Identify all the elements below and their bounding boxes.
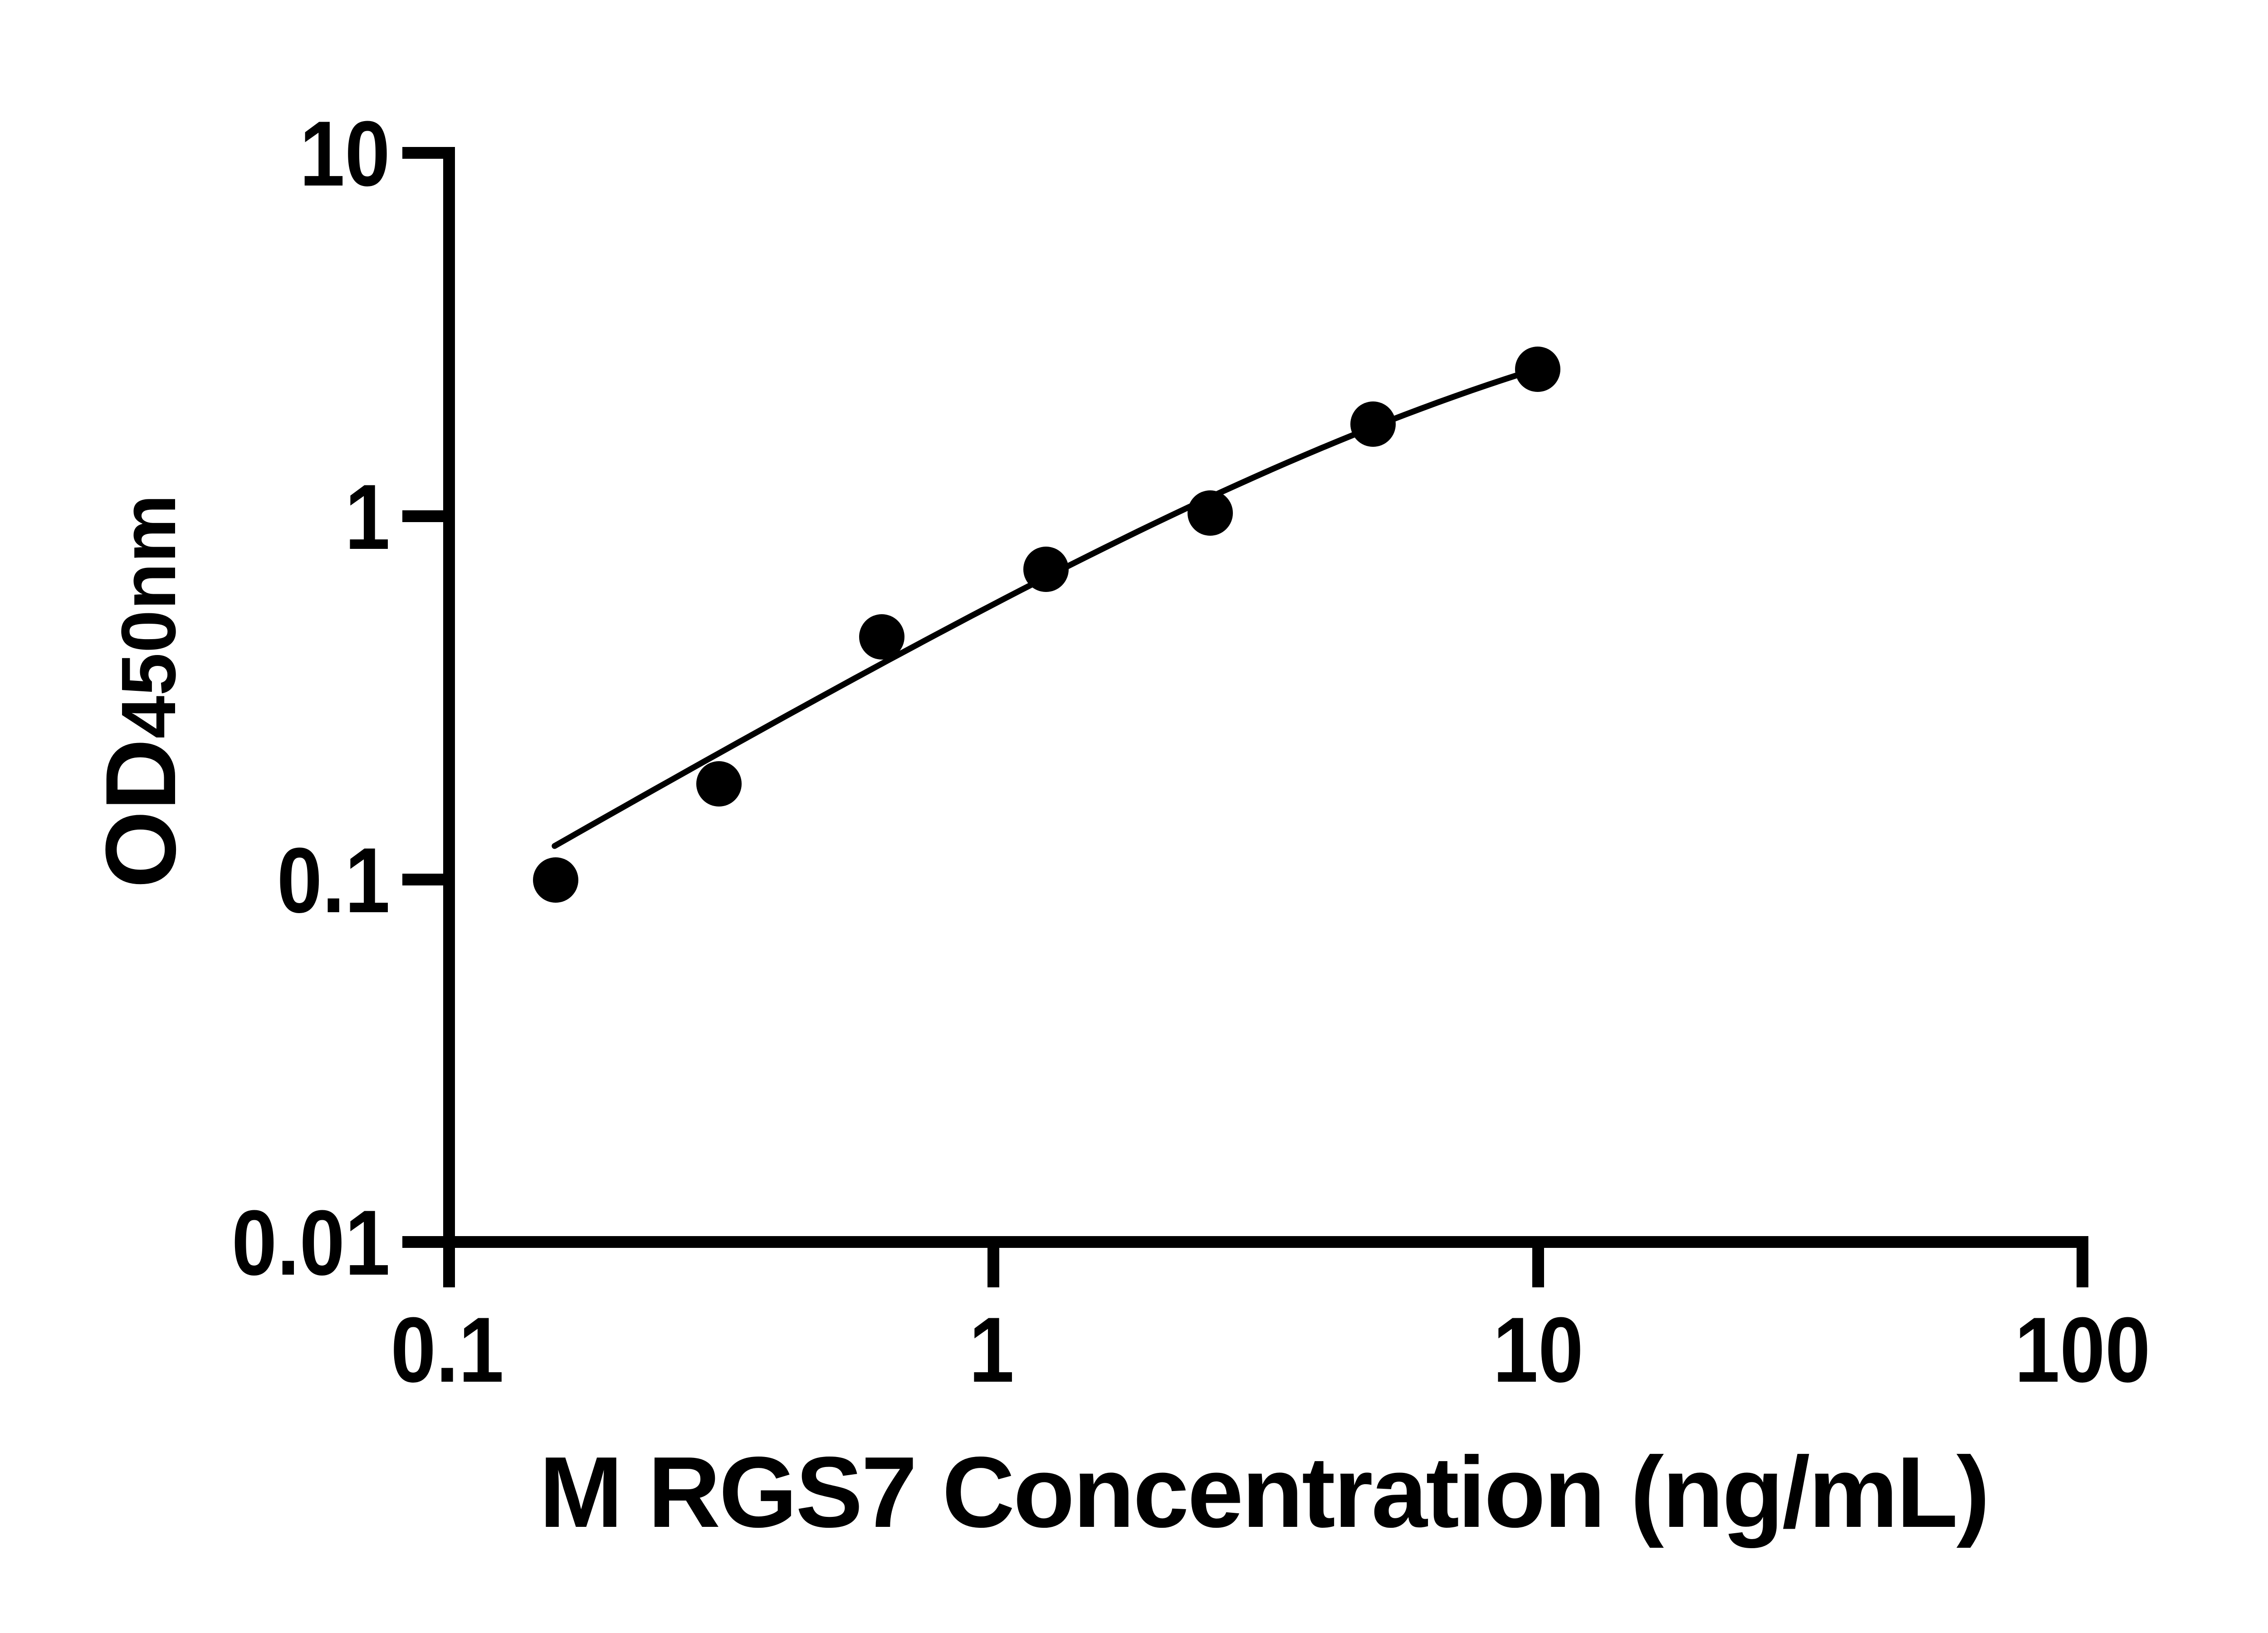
svg-text:0.1: 0.1 (277, 828, 390, 932)
svg-text:1: 1 (345, 465, 390, 568)
svg-text:0.1: 0.1 (391, 1298, 504, 1401)
svg-text:10: 10 (1493, 1298, 1584, 1401)
svg-text:10: 10 (299, 102, 390, 205)
svg-text:OD450nm: OD450nm (85, 494, 196, 889)
svg-text:0.01: 0.01 (232, 1191, 390, 1294)
svg-text:M RGS7 Concentration (ng/mL): M RGS7 Concentration (ng/mL) (539, 1436, 1989, 1549)
svg-text:1: 1 (969, 1298, 1014, 1401)
svg-text:100: 100 (2014, 1298, 2151, 1401)
